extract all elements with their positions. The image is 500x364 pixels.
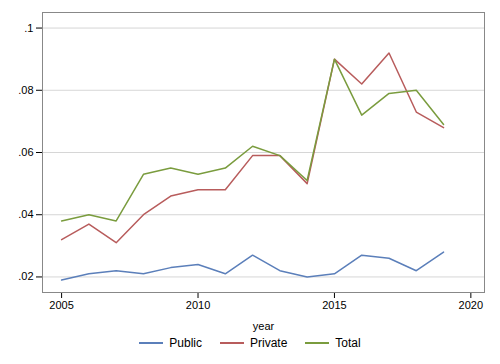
svg-text:.06: .06: [18, 146, 33, 158]
svg-text:2010: 2010: [186, 299, 210, 311]
svg-text:.04: .04: [18, 208, 33, 220]
svg-text:2020: 2020: [459, 299, 483, 311]
svg-text:2005: 2005: [49, 299, 73, 311]
svg-text:2015: 2015: [322, 299, 346, 311]
html-text:Total: Total: [335, 336, 361, 350]
svg-text:year: year: [253, 320, 275, 332]
svg-text:.1: .1: [24, 22, 33, 34]
html-text:Public: Public: [169, 336, 202, 350]
html-text:Private: Private: [250, 336, 288, 350]
svg-text:.08: .08: [18, 84, 33, 96]
svg-text:.02: .02: [18, 270, 33, 282]
